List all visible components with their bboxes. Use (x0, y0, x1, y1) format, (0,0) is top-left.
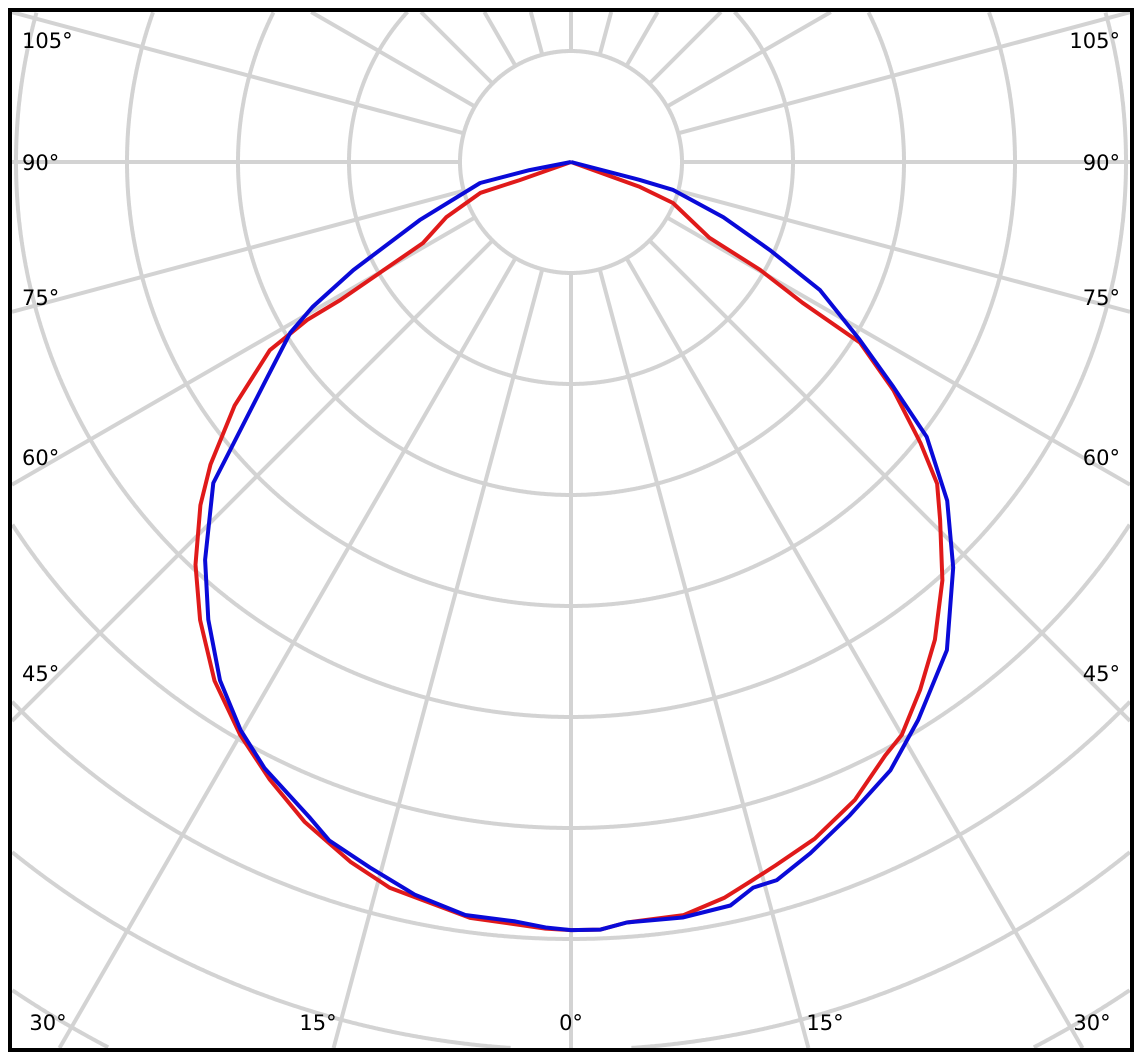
label-right-75: 75° (1083, 286, 1120, 310)
grid-spoke (419, 12, 494, 85)
label-left-105: 105° (22, 29, 73, 53)
label-left-45: 45° (22, 662, 59, 686)
label-left-90: 90° (22, 151, 59, 175)
grid-spoke (666, 12, 832, 109)
series-curve-2 (203, 160, 956, 933)
label-bottom-0: 0° (559, 1011, 583, 1035)
label-bottom-30-right: 30° (1073, 1011, 1110, 1035)
label-right-105: 105° (1069, 29, 1120, 53)
grid-spoke (648, 12, 723, 85)
label-right-90: 90° (1083, 151, 1120, 175)
label-right-45: 45° (1083, 662, 1120, 686)
grid-ring (12, 700, 1130, 941)
grid-spoke (624, 257, 1085, 1048)
grid-spoke (57, 257, 518, 1048)
label-right-60: 60° (1083, 446, 1120, 470)
label-bottom-15-right: 15° (806, 1011, 843, 1035)
grid-spoke (482, 12, 518, 67)
grid-spoke (12, 12, 465, 136)
grid-ring (12, 850, 1130, 1048)
grid-spoke (677, 188, 1130, 314)
label-bottom-30-left: 30° (29, 1011, 66, 1035)
grid-spoke (12, 188, 465, 314)
grid-spoke (677, 12, 1130, 136)
label-bottom-15-left: 15° (299, 1011, 336, 1035)
grid-spoke (597, 268, 811, 1048)
grid-ring (14, 12, 1128, 719)
label-left-75: 75° (22, 286, 59, 310)
grid-spoke (528, 12, 545, 56)
curves (193, 160, 956, 933)
grid-spoke (310, 12, 476, 109)
grid-ring (125, 12, 1017, 608)
chart-frame (8, 8, 1134, 1052)
grid-spoke (624, 12, 660, 67)
angle-labels: 105° 90° 75° 60° 45° 105° 90° 75° 60° 45… (22, 29, 1120, 1035)
grid-spoke (331, 268, 545, 1048)
label-left-60: 60° (22, 446, 59, 470)
grid-spoke (597, 12, 614, 56)
grid-spoke (12, 239, 494, 723)
grid-ring (12, 988, 1130, 1048)
grid-spoke (648, 239, 1130, 723)
